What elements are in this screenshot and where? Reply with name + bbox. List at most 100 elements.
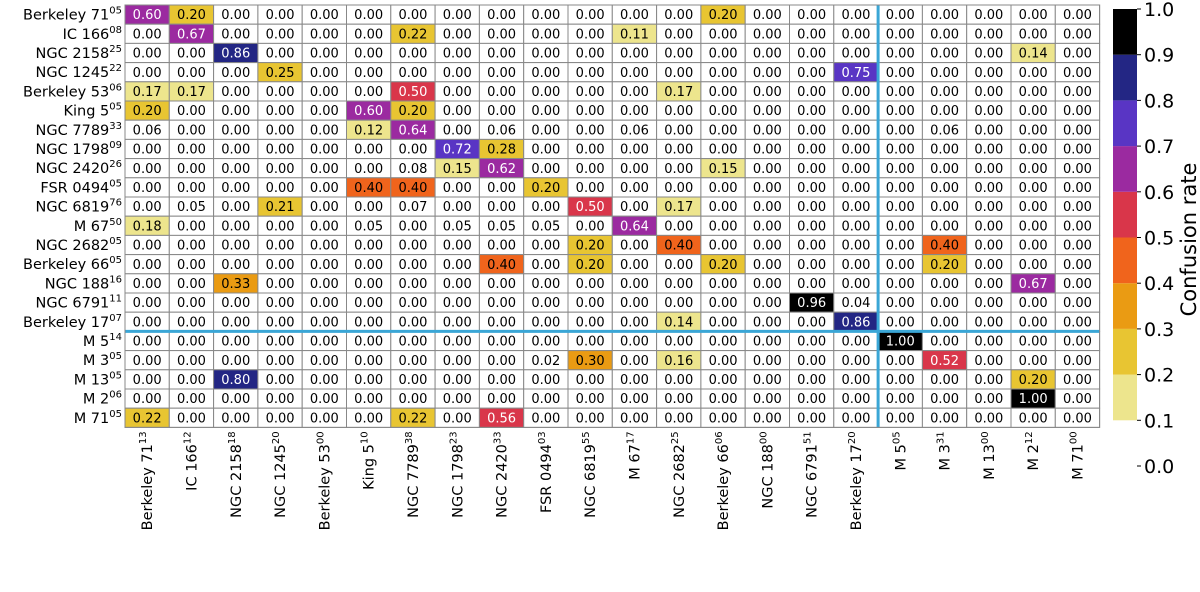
cell-value-label: 0.00 [310, 258, 339, 273]
cell-value-label: 0.00 [620, 296, 649, 311]
cell-value-label: 0.00 [886, 219, 915, 234]
cell-value-label: 0.00 [1019, 239, 1048, 254]
cell-value-label: 0.00 [886, 181, 915, 196]
colorbar-tick-label: 0.2 [1144, 365, 1174, 387]
cell-value-label: 0.00 [133, 47, 162, 62]
colorbar-tick-label: 0.8 [1144, 90, 1174, 112]
cell-value-label: 0.00 [753, 27, 782, 42]
cell-value-label: 0.21 [266, 200, 295, 215]
colorbar-tick-label: 1.0 [1144, 0, 1174, 21]
cell-value-label: 0.00 [1019, 27, 1048, 42]
cell-value-label: 0.00 [1063, 8, 1092, 23]
cell-value-label: 0.00 [974, 277, 1003, 292]
cell-value-label: 0.00 [709, 66, 738, 81]
cell-value-label: 0.00 [1019, 315, 1048, 330]
cell-value-label: 0.00 [620, 104, 649, 119]
cell-value-label: 0.18 [133, 219, 162, 234]
cell-value-label: 0.00 [531, 239, 560, 254]
cell-value-label: 0.04 [841, 296, 870, 311]
cell-value-label: 0.00 [664, 411, 693, 426]
colorbar-bin [1113, 9, 1137, 55]
cell-value-label: 0.33 [221, 277, 250, 292]
cell-value-label: 0.00 [1063, 200, 1092, 215]
cell-value-label: 0.00 [177, 104, 206, 119]
cell-value-label: 0.00 [221, 66, 250, 81]
cell-value-label: 0.00 [886, 27, 915, 42]
cell-value-label: 0.00 [664, 66, 693, 81]
cell-value-label: 0.00 [1019, 296, 1048, 311]
cell-value-label: 0.00 [974, 354, 1003, 369]
cell-value-label: 0.00 [664, 219, 693, 234]
cell-value-label: 0.00 [443, 8, 472, 23]
cell-value-label: 0.00 [443, 200, 472, 215]
cell-value-label: 0.00 [841, 162, 870, 177]
cell-value-label: 0.00 [841, 85, 870, 100]
cell-value-label: 0.00 [266, 335, 295, 350]
cell-value-label: 0.00 [930, 296, 959, 311]
cell-value-label: 0.20 [1019, 373, 1048, 388]
cell-value-label: 0.00 [310, 354, 339, 369]
cell-value-label: 0.00 [221, 181, 250, 196]
cell-value-label: 0.00 [487, 47, 516, 62]
cell-value-label: 0.00 [1063, 392, 1092, 407]
column-label: NGC 679151 [803, 431, 821, 517]
cell-value-label: 0.00 [1063, 47, 1092, 62]
cell-value-label: 0.00 [1019, 335, 1048, 350]
cell-value-label: 0.00 [753, 143, 782, 158]
cell-value-label: 0.00 [310, 85, 339, 100]
cell-value-label: 0.00 [1063, 296, 1092, 311]
cell-value-label: 0.00 [974, 373, 1003, 388]
column-label: NGC 179823 [448, 431, 466, 517]
cell-value-label: 0.00 [841, 47, 870, 62]
cell-value-label: 0.00 [354, 47, 383, 62]
cell-value-label: 0.00 [221, 104, 250, 119]
cell-value-label: 0.00 [266, 277, 295, 292]
cell-value-label: 0.00 [797, 85, 826, 100]
cell-value-label: 0.00 [1063, 27, 1092, 42]
cell-value-label: 0.06 [930, 123, 959, 138]
cell-value-label: 0.05 [177, 200, 206, 215]
row-label: NGC 778933 [36, 121, 122, 139]
cell-value-label: 0.00 [930, 315, 959, 330]
cell-value-label: 0.00 [443, 277, 472, 292]
cell-value-label: 0.12 [354, 123, 383, 138]
colorbar-tick-label: 0.3 [1144, 319, 1174, 341]
cell-value-label: 0.00 [620, 143, 649, 158]
cell-value-label: 0.00 [576, 8, 605, 23]
colorbar-tick-label: 0.0 [1144, 456, 1174, 478]
cell-value-label: 0.00 [753, 354, 782, 369]
cell-value-label: 0.00 [133, 143, 162, 158]
cell-value-label: 0.00 [974, 27, 1003, 42]
cell-value-label: 0.00 [620, 277, 649, 292]
column-label: M 7100 [1068, 431, 1086, 479]
cell-value-label: 0.00 [709, 335, 738, 350]
cell-value-label: 0.00 [266, 181, 295, 196]
cell-value-label: 0.00 [664, 162, 693, 177]
cell-value-label: 0.00 [266, 219, 295, 234]
colorbar-title: Confusion rate [1177, 163, 1200, 317]
cell-value-label: 0.00 [930, 104, 959, 119]
cell-value-label: 0.00 [354, 411, 383, 426]
cell-value-label: 0.00 [221, 296, 250, 311]
cell-value-label: 0.00 [221, 354, 250, 369]
row-label: M 514 [83, 332, 122, 350]
cell-value-label: 0.22 [398, 27, 427, 42]
heatmap-cells: 0.60 0.20 0.00 0.00 0.00 0.00 0.00 0.00 0.00 0.00… [124, 4, 1101, 428]
cell-value-label: 0.00 [709, 277, 738, 292]
cell-value-label: 0.00 [531, 392, 560, 407]
cell-value-label: 0.00 [310, 373, 339, 388]
column-label: NGC 242033 [493, 431, 511, 517]
cell-value-label: 0.20 [576, 258, 605, 273]
cell-value-label: 0.08 [398, 162, 427, 177]
cell-value-label: 0.00 [974, 200, 1003, 215]
cell-value-label: 0.00 [709, 411, 738, 426]
cell-value-label: 0.17 [177, 85, 206, 100]
cell-value-label: 0.00 [1063, 219, 1092, 234]
cell-value-label: 0.00 [709, 315, 738, 330]
column-label: M 505 [891, 431, 909, 470]
cell-value-label: 0.00 [310, 47, 339, 62]
cell-value-label: 0.00 [398, 277, 427, 292]
cell-value-label: 0.25 [266, 66, 295, 81]
cell-value-label: 0.00 [354, 143, 383, 158]
colorbar-bin [1113, 374, 1137, 421]
